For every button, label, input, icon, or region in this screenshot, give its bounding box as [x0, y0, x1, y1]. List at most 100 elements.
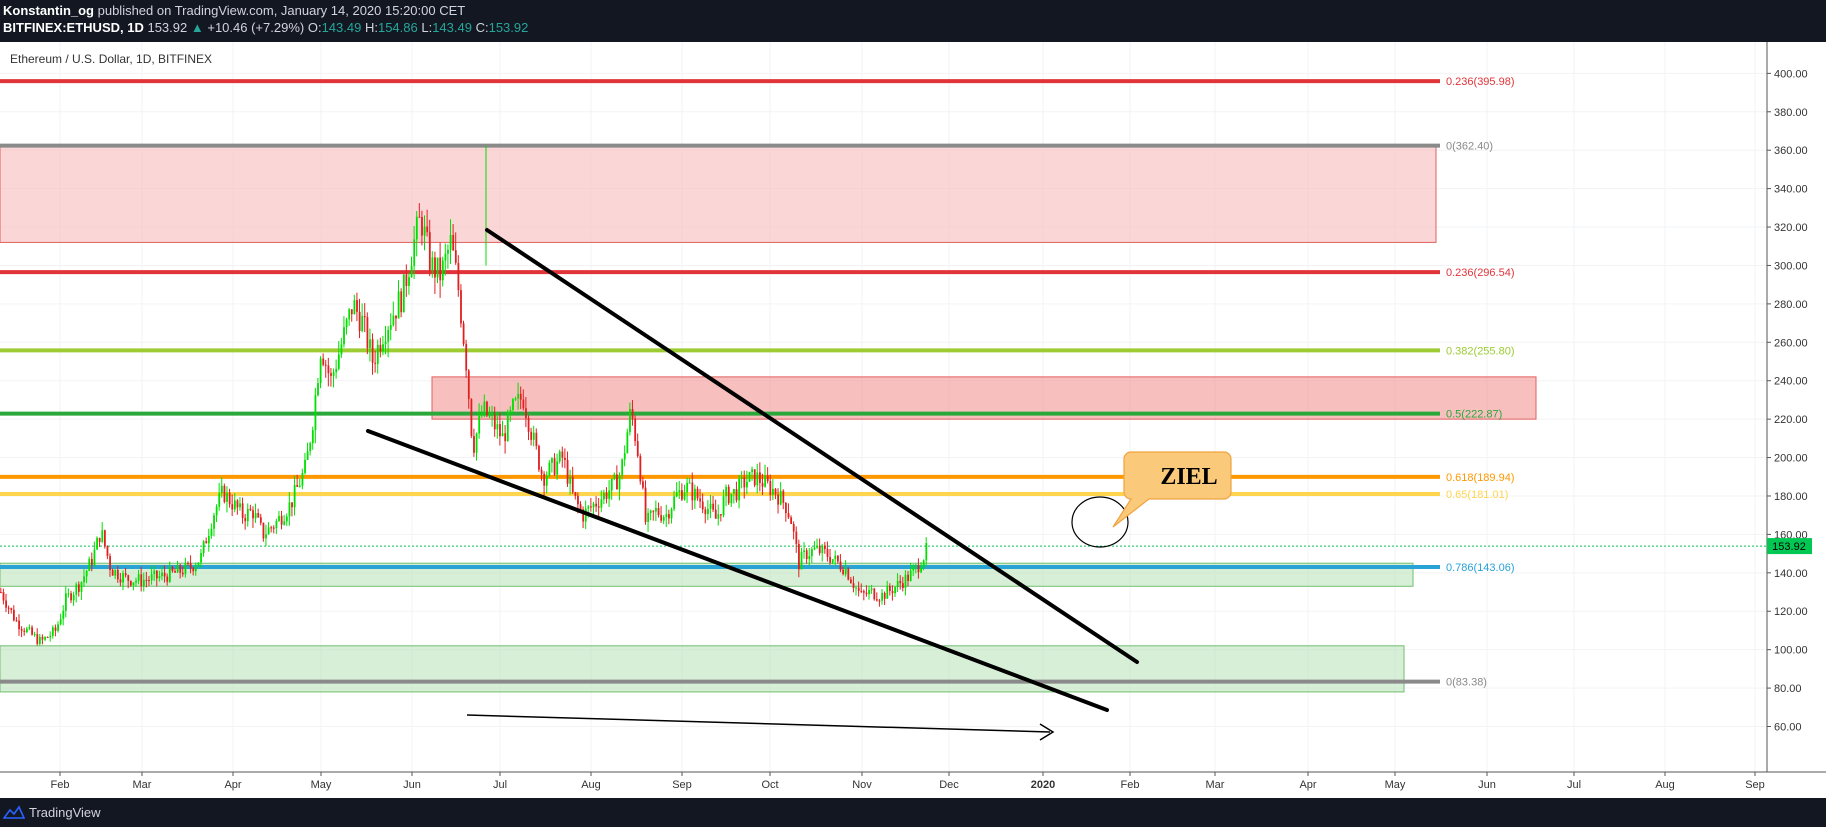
candle: [662, 515, 665, 525]
candle-body: [358, 311, 361, 332]
candle-body: [855, 587, 858, 589]
candle: [787, 503, 790, 519]
author-name[interactable]: Konstantin_og: [3, 3, 94, 18]
candle: [738, 474, 741, 509]
candle: [174, 568, 176, 573]
candle-body: [621, 459, 624, 476]
candle: [621, 458, 624, 480]
candle-body: [384, 341, 387, 345]
candle-body: [122, 573, 124, 583]
candle: [291, 502, 293, 517]
tradingview-logo-icon[interactable]: [3, 805, 25, 819]
last-price: 153.92: [147, 20, 188, 35]
candle-body: [460, 290, 462, 324]
candle-body: [28, 627, 31, 629]
candle: [855, 586, 858, 596]
candle: [353, 294, 356, 315]
candle-body: [873, 588, 876, 600]
price-chart[interactable]: 0.236(395.98) 0(362.40) 0.236(296.54) 0.382…: [0, 42, 1826, 798]
candle: [309, 441, 312, 456]
price-badge: 153.92: [1767, 538, 1812, 555]
candle-body: [38, 636, 41, 644]
candle-body: [881, 592, 884, 601]
candle-body: [348, 309, 351, 320]
candle-body: [405, 274, 408, 287]
candle-body: [54, 627, 57, 631]
candle-body: [577, 495, 579, 505]
candle: [116, 565, 119, 583]
candle: [137, 569, 140, 585]
candle: [296, 474, 299, 488]
candle: [140, 566, 143, 592]
candle: [90, 552, 93, 572]
candle-body: [681, 490, 683, 500]
candle-body: [558, 451, 561, 462]
candle-body: [116, 569, 119, 580]
candle-body: [33, 634, 36, 636]
symbol-name[interactable]: BITFINEX:ETHUSD, 1D: [3, 20, 144, 35]
candle-body: [324, 364, 327, 366]
candle: [920, 562, 923, 574]
candle: [566, 451, 569, 487]
axes-layer: 60.0080.00100.00120.00140.00160.00180.00…: [0, 42, 1826, 798]
candle: [109, 553, 111, 577]
candle-body: [267, 527, 270, 535]
publish-line: Konstantin_og published on TradingView.c…: [3, 3, 465, 18]
candle: [85, 569, 88, 584]
candle: [740, 471, 743, 489]
footer-brand[interactable]: TradingView: [29, 805, 101, 820]
candle: [280, 510, 283, 530]
candle: [652, 510, 655, 521]
candle-body: [319, 358, 322, 384]
candle: [571, 466, 574, 495]
candle-body: [436, 257, 439, 278]
candle-body: [327, 365, 330, 374]
candle: [473, 428, 475, 457]
candle: [350, 309, 353, 322]
target-circle: [1071, 496, 1129, 548]
candle-body: [389, 325, 392, 330]
candle-body: [88, 558, 91, 571]
candle-body: [278, 515, 280, 521]
candle-body: [400, 291, 403, 313]
candle: [382, 335, 384, 356]
candle-body: [860, 590, 863, 592]
candle: [23, 627, 26, 636]
candle-body: [907, 574, 910, 581]
wedge-upper-line: [485, 228, 1139, 664]
candle: [319, 356, 322, 389]
candles-layer: [0, 145, 928, 646]
candle-body: [387, 329, 390, 342]
candle: [696, 486, 699, 501]
candle: [306, 442, 309, 461]
candle-body: [506, 412, 509, 442]
candle-body: [889, 586, 891, 591]
candle: [707, 500, 709, 521]
candle: [361, 303, 364, 333]
candle-body: [150, 574, 153, 581]
candle: [324, 360, 327, 378]
candle-body: [259, 517, 262, 523]
candle: [493, 406, 496, 437]
candle-body: [694, 488, 696, 501]
candle: [122, 570, 124, 591]
candle-body: [522, 399, 525, 409]
candle: [200, 548, 202, 568]
candle: [327, 357, 330, 387]
candle: [462, 320, 465, 347]
candle-body: [293, 484, 296, 508]
candle: [558, 449, 561, 464]
candle: [298, 478, 301, 488]
candle-body: [564, 457, 566, 460]
candle-body: [514, 398, 517, 400]
y-tick-label: 280.00: [1774, 299, 1808, 311]
candle: [759, 462, 761, 492]
candle-body: [153, 570, 156, 575]
candle: [665, 504, 668, 528]
fib-label: 0.65(181.01): [1446, 489, 1508, 501]
ziel-label: ZIEL: [1160, 464, 1217, 490]
chart-header: Konstantin_og published on TradingView.c…: [0, 0, 1826, 42]
close-value: 153.92: [488, 20, 529, 35]
candle-body: [90, 558, 93, 566]
candle-body: [764, 475, 767, 487]
